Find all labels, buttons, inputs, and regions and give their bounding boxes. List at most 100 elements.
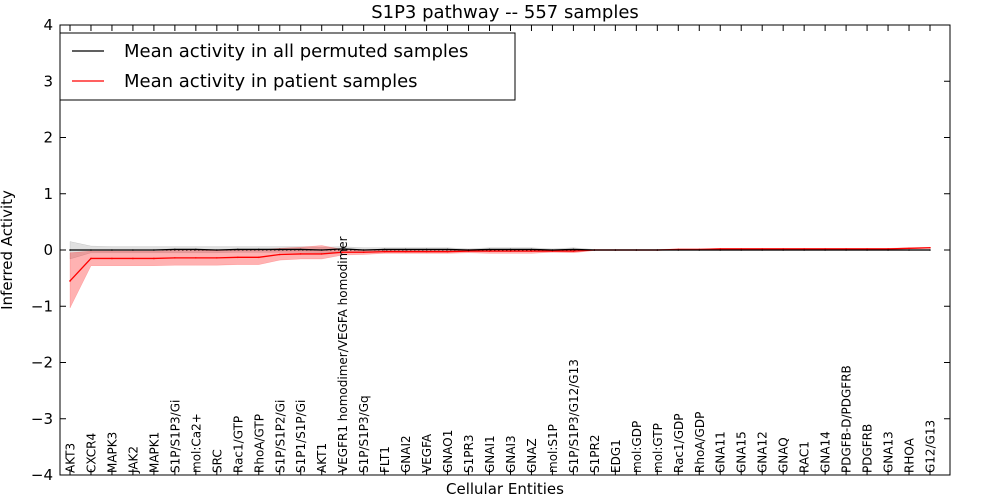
legend: Mean activity in all permuted samples Me… (59, 32, 516, 101)
x-category-label: GNAI1 (483, 435, 497, 473)
y-tick-label: 1 (43, 185, 53, 203)
data-point-patient (782, 248, 784, 250)
data-point-patient (195, 257, 197, 259)
data-point-permuted (803, 249, 805, 251)
data-point-patient (425, 250, 428, 253)
x-category-label: mol:GDP (630, 421, 644, 473)
x-category-label: SRC (210, 449, 224, 473)
data-point-permuted (111, 249, 113, 251)
data-point-permuted (635, 249, 638, 251)
x-category-label: GNA15 (735, 431, 749, 473)
data-point-patient (90, 257, 92, 260)
x-category-label: CXCR4 (84, 433, 98, 473)
data-point-patient (174, 257, 176, 259)
data-point-permuted (446, 248, 449, 251)
data-point-permuted (740, 249, 743, 251)
x-category-label: GNAI2 (399, 435, 413, 473)
x-category-label: GNA11 (714, 431, 728, 473)
data-point-permuted (383, 248, 386, 251)
x-category-label: FLT1 (378, 446, 392, 473)
data-point-patient (237, 256, 239, 259)
data-point-permuted (257, 248, 260, 251)
data-point-patient (845, 248, 847, 250)
data-point-permuted (677, 249, 680, 251)
data-point-patient (278, 253, 281, 256)
x-category-label: GNA13 (882, 431, 896, 473)
data-point-patient (383, 250, 386, 253)
data-point-permuted (929, 249, 931, 251)
data-point-permuted (320, 249, 323, 251)
x-category-label: mol:Ca2+ (189, 413, 203, 473)
data-point-permuted (845, 249, 847, 251)
data-point-patient (446, 250, 449, 253)
y-axis-label: Inferred Activity (0, 190, 16, 310)
x-category-label: S1P/S1P2/Gi (273, 400, 287, 473)
data-point-permuted (216, 249, 218, 251)
x-category-label: RhoA/GTP (252, 414, 266, 473)
data-point-patient (488, 250, 491, 252)
data-point-patient (299, 253, 302, 255)
data-point-permuted (69, 249, 71, 251)
data-point-permuted (132, 249, 134, 251)
legend-label-patient: Mean activity in patient samples (124, 71, 418, 92)
x-category-label: Rac1/GDP (672, 414, 686, 473)
data-point-permuted (153, 249, 155, 251)
data-point-permuted (824, 249, 826, 251)
data-point-patient (153, 257, 155, 260)
x-category-label: S1PR3 (462, 435, 476, 473)
data-point-permuted (698, 249, 701, 251)
data-point-permuted (237, 248, 239, 251)
data-point-permuted (90, 249, 92, 251)
data-point-patient (69, 280, 71, 282)
x-category-label: S1P1/S1P/Gi (294, 400, 308, 473)
data-point-patient (132, 257, 134, 260)
confidence-band-patient (69, 245, 931, 309)
x-category-label: S1PR2 (588, 435, 602, 473)
data-point-permuted (887, 249, 889, 251)
data-point-permuted (656, 249, 659, 251)
data-point-patient (509, 250, 512, 252)
data-point-patient (216, 257, 218, 259)
legend-label-permuted: Mean activity in all permuted samples (124, 41, 468, 62)
data-point-patient (572, 250, 575, 252)
data-point-permuted (299, 248, 302, 251)
data-point-patient (908, 247, 910, 250)
data-point-patient (341, 251, 344, 254)
data-point-patient (887, 248, 889, 250)
data-point-permuted (488, 248, 491, 251)
legend-box (59, 32, 516, 101)
data-point-permuted (174, 248, 176, 251)
x-category-label: MAPK1 (147, 432, 161, 473)
data-point-patient (257, 256, 260, 259)
data-point-patient (530, 250, 533, 252)
data-point-permuted (782, 249, 784, 251)
data-point-permuted (425, 248, 428, 251)
y-tick-label: 2 (43, 129, 53, 147)
data-point-patient (111, 257, 113, 260)
x-axis-label: Cellular Entities (446, 480, 564, 498)
x-category-label: S1P/S1P3/Gq (357, 395, 371, 473)
data-point-patient (824, 248, 826, 250)
data-point-permuted (866, 249, 868, 251)
x-category-label: GNAZ (525, 438, 539, 473)
data-point-permuted (404, 248, 407, 251)
y-tick-label: −3 (31, 410, 53, 428)
y-tick-label: −2 (31, 354, 53, 372)
data-point-permuted (278, 248, 281, 251)
data-point-patient (803, 248, 805, 250)
data-point-permuted (551, 249, 554, 251)
plot-area: −4 −3 −2 −1 0 1 2 3 4 AKT3 CXCR4 MAPK3 JAK2 MAPK1 S1P/… (31, 16, 951, 484)
x-category-label: S1P/S1P3/G12/G13 (567, 359, 581, 473)
data-point-permuted (908, 249, 910, 251)
x-category-label: PDGFRB (861, 424, 875, 473)
x-category-label: VEGFR1 homodimer/VEGFA homodimer (336, 236, 350, 473)
x-category-label: PDGFB-D/PDGFRB (840, 365, 854, 473)
x-category-label: GNAI3 (504, 435, 518, 473)
x-category-label: AKT1 (315, 443, 329, 473)
x-category-label: RHOA (903, 437, 917, 473)
data-point-permuted (467, 249, 470, 251)
data-point-permuted (761, 249, 763, 251)
y-tick-label: 3 (43, 72, 53, 90)
data-point-permuted (195, 248, 197, 251)
